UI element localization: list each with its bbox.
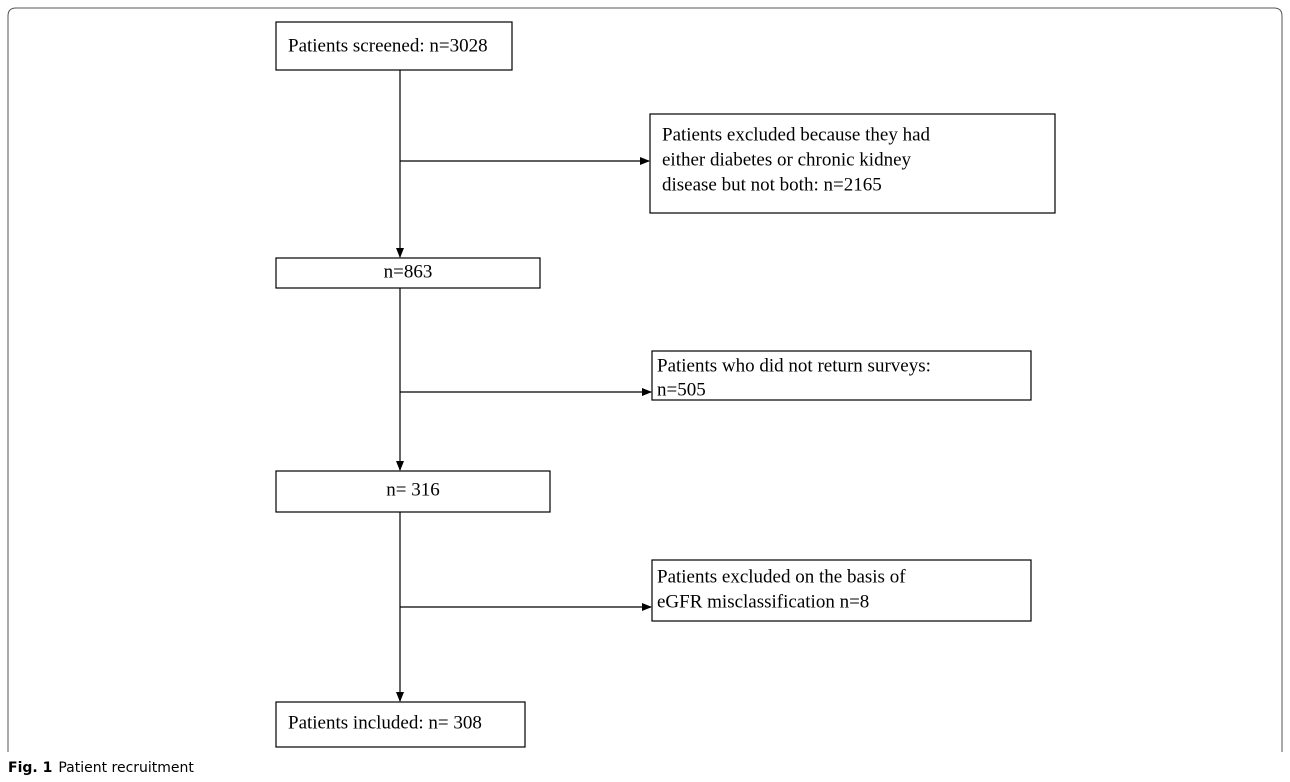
frame [7, 7, 1283, 752]
node-label: Patients screened: n=3028 [288, 35, 488, 56]
caption-label: Fig. 1 [8, 760, 52, 776]
node-label: Patients who did not return surveys: [657, 355, 931, 376]
node-label: n=505 [657, 379, 706, 400]
node-box [649, 113, 1056, 214]
node-label: n=863 [384, 261, 433, 282]
node-label: Patients excluded on the basis of [657, 566, 906, 587]
node-label: Patients included: n= 308 [288, 712, 482, 733]
node-box [275, 257, 541, 289]
node-box [275, 21, 513, 71]
node-label: Patients excluded because they had [662, 124, 931, 145]
node-box [651, 350, 1032, 401]
caption-text: Patient recruitment [58, 760, 194, 776]
caption: Fig. 1 Patient recruitment [8, 760, 194, 776]
node-box [651, 559, 1032, 622]
node-label: eGFR misclassification n=8 [657, 591, 869, 612]
node-label: either diabetes or chronic kidney [662, 149, 912, 170]
node-box [275, 701, 526, 748]
node-label: disease but not both: n=2165 [662, 174, 882, 195]
node-box [275, 470, 551, 513]
node-label: n= 316 [386, 479, 439, 500]
